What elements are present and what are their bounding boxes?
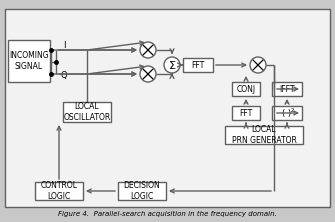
Text: FFT: FFT [240,109,253,117]
Circle shape [140,42,156,58]
Text: LOCAL
PRN GENERATOR: LOCAL PRN GENERATOR [231,125,296,145]
Text: INCOMING
SIGNAL: INCOMING SIGNAL [9,51,49,71]
Text: DECISION
LOGIC: DECISION LOGIC [124,181,160,201]
Circle shape [164,57,180,73]
Text: CONJ: CONJ [237,85,256,93]
Text: CONTROL
LOGIC: CONTROL LOGIC [41,181,77,201]
Bar [63,102,111,122]
Text: $\Sigma$: $\Sigma$ [168,59,176,71]
Text: 2: 2 [290,107,294,113]
Bar [272,82,302,96]
Bar [232,106,260,120]
Bar [232,82,260,96]
Bar [35,182,83,200]
Bar [8,40,50,82]
Bar [118,182,166,200]
Circle shape [250,57,266,73]
Circle shape [140,66,156,82]
Bar [5,9,330,207]
Text: FFT: FFT [191,61,205,69]
Text: I: I [63,40,65,50]
Bar [183,58,213,72]
Bar [225,126,303,144]
Text: IFFT: IFFT [279,85,295,93]
Text: LOCAL
OSCILLATOR: LOCAL OSCILLATOR [63,102,111,122]
Bar [272,106,302,120]
Text: Figure 4.  Parallel-search acquisition in the frequency domain.: Figure 4. Parallel-search acquisition in… [58,211,277,217]
Text: ( ): ( ) [282,109,291,117]
Text: Q: Q [61,71,67,79]
